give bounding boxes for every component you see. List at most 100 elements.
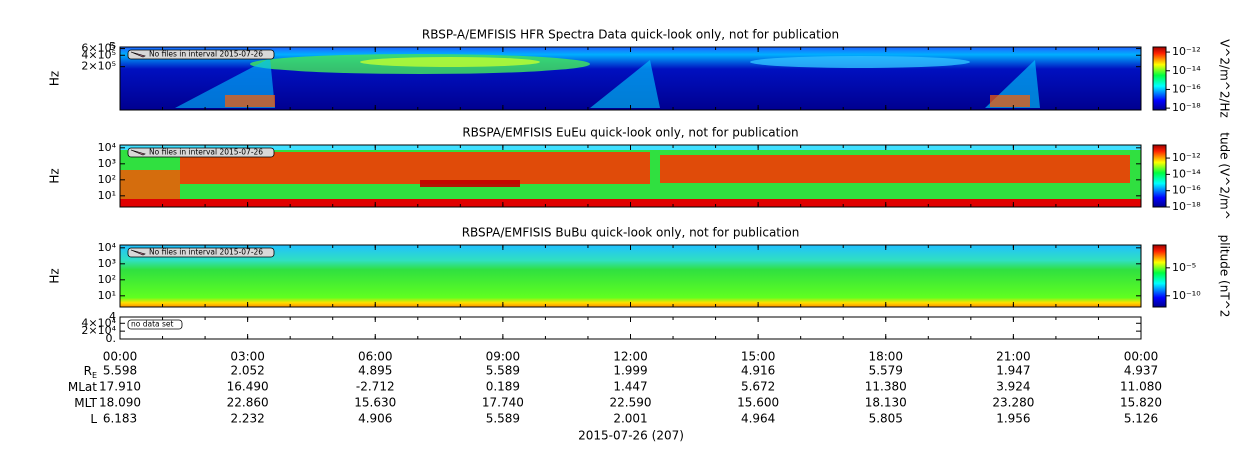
ephemeris-value: 5.579 [869, 364, 903, 378]
y-tick-label: 4×10⁴ [81, 316, 116, 329]
y-tick-label: 4×10⁵ [81, 48, 116, 61]
colorbar [1152, 46, 1167, 111]
y-tick-label: 5 [109, 40, 116, 53]
colorbar-tick-label: 10⁻¹² [1172, 45, 1201, 58]
ephemeris-value: 5.126 [1124, 412, 1158, 426]
colorbar [1152, 244, 1167, 308]
annotation-box: No files in interval 2015-07-26 [127, 247, 275, 258]
y-tick-label: 10¹ [98, 289, 116, 302]
colorbar-tick-label: 10⁻¹⁴ [1172, 64, 1201, 77]
ephemeris-value: 4.937 [1124, 364, 1158, 378]
y-axis-label: Hz [48, 71, 62, 86]
ephemeris-value: 16.490 [227, 380, 269, 394]
annotation: no data set [131, 320, 174, 329]
ephemeris-value: 11.080 [1120, 380, 1162, 394]
ephemeris-value: 15.820 [1120, 396, 1162, 410]
colorbar-label: plitude (nT^2 [1218, 235, 1232, 318]
y-axis-label: Hz [48, 268, 62, 283]
ephemeris-value: 4.895 [358, 364, 392, 378]
x-tick-label: 12:00 [613, 350, 648, 364]
colorbar-tick-label: 10⁻¹⁴ [1172, 167, 1201, 180]
annotation: No files in interval 2015-07-26 [149, 50, 263, 59]
colorbar-tick-label: 10⁻¹⁰ [1172, 289, 1201, 302]
y-tick-label: 2×10⁵ [81, 60, 116, 73]
x-tick-label: 09:00 [486, 350, 521, 364]
annotation-box: No files in interval 2015-07-26 [127, 50, 275, 60]
x-tick-label: 21:00 [996, 350, 1031, 364]
ephemeris-label-subscript: E [92, 371, 97, 380]
ephemeris-label: MLat [68, 380, 97, 394]
y-tick-label: 6×10⁵ [81, 42, 116, 55]
y-tick-label: 10² [98, 173, 116, 186]
panel-title: RBSPA/EMFISIS BuBu quick-look only, not … [462, 226, 800, 240]
y-tick-label: 10³ [98, 157, 116, 170]
colorbar [1152, 144, 1167, 208]
ephemeris-value: 6.183 [103, 412, 137, 426]
annotation-frame [127, 147, 275, 158]
ephemeris-label: RE [84, 364, 97, 380]
ephemeris-label-text: MLat [68, 380, 97, 394]
ephemeris-value: 1.447 [613, 380, 647, 394]
panel-title: RBSP-A/EMFISIS HFR Spectra Data quick-lo… [422, 28, 839, 42]
ephemeris-label: MLT [74, 396, 97, 410]
y-axis-label: Hz [48, 168, 62, 183]
y-tick-label: 4 [109, 310, 116, 323]
annotation-icon [130, 249, 146, 256]
ephemeris-value: 2.052 [230, 364, 264, 378]
y-tick-label: 2×10⁴ [81, 324, 116, 337]
panel-title: RBSPA/EMFISIS EuEu quick-look only, not … [462, 126, 798, 140]
annotation-frame [127, 319, 183, 330]
x-tick-label: 06:00 [358, 350, 393, 364]
colorbar-tick-label: 10⁻¹⁸ [1172, 101, 1201, 114]
spectrogram-image [120, 47, 1141, 339]
ephemeris-value: -2.712 [356, 380, 395, 394]
colorbar-tick-label: 10⁻¹⁶ [1172, 184, 1201, 197]
x-tick-label: 00:00 [103, 350, 138, 364]
ephemeris-value: 5.598 [103, 364, 137, 378]
ephemeris-value: 22.860 [227, 396, 269, 410]
y-tick-label: 0. [106, 332, 117, 345]
y-tick-label: 10⁴ [98, 241, 117, 254]
ephemeris-value: 0.189 [486, 380, 520, 394]
colorbar-tick-label: 10⁻¹⁶ [1172, 82, 1201, 95]
colorbar-label: V^2/m^2/Hz [1218, 39, 1232, 118]
ephemeris-value: 4.906 [358, 412, 392, 426]
ephemeris-value: 5.805 [869, 412, 903, 426]
ephemeris-value: 17.910 [99, 380, 141, 394]
y-tick-label: 10⁴ [98, 141, 117, 154]
ephemeris-value: 4.916 [741, 364, 775, 378]
ephemeris-value: 15.630 [354, 396, 396, 410]
colorbar-label: tude (V^2/m^ [1218, 132, 1232, 220]
date-label: 2015-07-26 (207) [578, 429, 684, 443]
ephemeris-value: 11.380 [865, 380, 907, 394]
annotation-frame [127, 247, 275, 258]
annotation: No files in interval 2015-07-26 [149, 248, 263, 257]
annotation-icon [130, 149, 146, 156]
ephemeris-value: 2.001 [613, 412, 647, 426]
x-tick-label: 00:00 [1124, 350, 1159, 364]
colorbar-tick-label: 10⁻¹² [1172, 151, 1201, 164]
ephemeris-value: 1.956 [996, 412, 1030, 426]
annotation-icon [130, 51, 146, 58]
ephemeris-label: L [90, 412, 97, 426]
y-tick-label: 10² [98, 273, 116, 286]
x-tick-label: 15:00 [741, 350, 776, 364]
annotation-box: No files in interval 2015-07-26 [127, 147, 275, 158]
ephemeris-value: 15.600 [737, 396, 779, 410]
ephemeris-value: 5.589 [486, 412, 520, 426]
ephemeris-label-text: MLT [74, 396, 97, 410]
colorbar-tick-label: 10⁻¹⁸ [1172, 200, 1201, 213]
colorbar-tick-label: 10⁻⁵ [1172, 261, 1196, 274]
ephemeris-value: 1.999 [613, 364, 647, 378]
ephemeris-value: 1.947 [996, 364, 1030, 378]
y-tick-label: 10³ [98, 257, 116, 270]
annotation-box: no data set [127, 319, 183, 330]
annotation: No files in interval 2015-07-26 [149, 148, 263, 157]
ephemeris-value: 22.590 [610, 396, 652, 410]
ephemeris-label-text: R [84, 364, 92, 378]
ephemeris-value: 17.740 [482, 396, 524, 410]
ephemeris-label-text: L [90, 412, 97, 426]
ephemeris-value: 23.280 [992, 396, 1034, 410]
